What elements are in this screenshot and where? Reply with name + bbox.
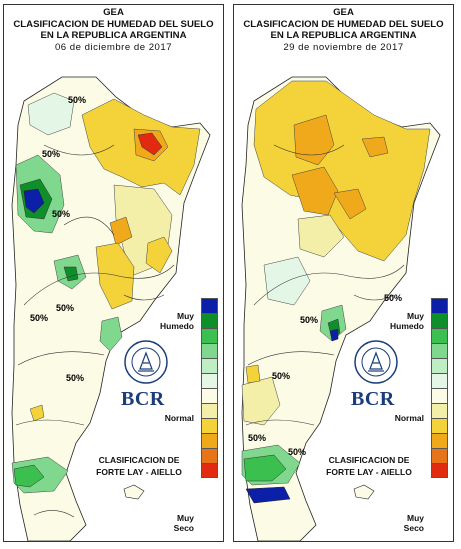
humid-region-buenos-aires bbox=[99, 316, 123, 352]
classification-method: CLASIFICACION DE FORTE LAY - AIELLO bbox=[326, 455, 412, 477]
dry-spot-patagonia bbox=[245, 364, 261, 384]
legend-swatch bbox=[431, 313, 448, 328]
legend-swatch bbox=[431, 328, 448, 343]
legend-color-scale bbox=[431, 298, 448, 478]
legend-swatch bbox=[201, 358, 218, 373]
contour-label: 50% bbox=[288, 447, 306, 457]
legend-swatch bbox=[201, 403, 218, 418]
org-label: GEA bbox=[333, 7, 354, 18]
malvinas-islands bbox=[353, 484, 375, 500]
legend-swatch bbox=[431, 358, 448, 373]
map-panel-dec-06: 50% 50% 50% 50% 50% 50% GEA CLASIFICACIO… bbox=[3, 4, 224, 542]
title-line-1: CLASIFICACION DE HUMEDAD DEL SUELO bbox=[13, 18, 214, 30]
dry-region-center bbox=[291, 166, 339, 216]
legend-swatch bbox=[201, 433, 218, 448]
legend-swatch bbox=[431, 298, 448, 313]
wet-region-cuyo bbox=[63, 266, 79, 282]
legend-swatch bbox=[201, 313, 218, 328]
map-header: GEA CLASIFICACION DE HUMEDAD DEL SUELO E… bbox=[4, 7, 223, 53]
very-wet-spot bbox=[329, 328, 339, 342]
very-dry-spot bbox=[137, 132, 163, 156]
wet-region-patagonia-south bbox=[243, 454, 287, 482]
legend-swatch bbox=[201, 298, 218, 313]
dry-region-west bbox=[293, 114, 335, 166]
dry-region-pampa bbox=[95, 242, 135, 310]
argentina-soil-moisture-map: 50% 50% 50% 50% 50% 50% bbox=[11, 76, 211, 541]
legend-label-muy-humedo: Muy Humedo bbox=[390, 311, 424, 331]
dry-spot-patagonia bbox=[29, 404, 45, 422]
dry-region-mesopotamia bbox=[333, 188, 367, 220]
legend-swatch bbox=[431, 463, 448, 478]
legend-swatch bbox=[201, 388, 218, 403]
map-date: 29 de noviembre de 2017 bbox=[283, 41, 404, 53]
contour-label: 50% bbox=[42, 149, 60, 159]
bcr-logo-text: BCR bbox=[351, 388, 395, 410]
legend-label-muy-seco: Muy Seco bbox=[173, 513, 194, 533]
legend-swatch bbox=[431, 433, 448, 448]
org-label: GEA bbox=[103, 7, 124, 18]
dry-region-mesopotamia bbox=[109, 216, 133, 246]
classification-method: CLASIFICACION DE FORTE LAY - AIELLO bbox=[96, 455, 182, 477]
legend-swatch bbox=[431, 418, 448, 433]
legend-swatch bbox=[201, 463, 218, 478]
legend-label-normal: Normal bbox=[164, 413, 194, 423]
dry-region-east bbox=[145, 236, 173, 274]
contour-label: 50% bbox=[30, 313, 48, 323]
contour-label: 50% bbox=[52, 209, 70, 219]
dry-region-chaco bbox=[361, 136, 389, 158]
legend-swatch bbox=[201, 328, 218, 343]
map-date: 06 de diciembre de 2017 bbox=[54, 41, 173, 53]
legend-color-scale bbox=[201, 298, 218, 478]
contour-label: 50% bbox=[300, 315, 318, 325]
contour-label: 50% bbox=[248, 433, 266, 443]
title-line-1: CLASIFICACION DE HUMEDAD DEL SUELO bbox=[243, 18, 444, 30]
map-panel-nov-29: 50% 50% 50% 50% 50% GEA CLASIFICACION DE… bbox=[233, 4, 454, 542]
legend-swatch bbox=[431, 448, 448, 463]
very-wet-region-south bbox=[245, 486, 291, 504]
contour-label: 50% bbox=[68, 95, 86, 105]
map-header: GEA CLASIFICACION DE HUMEDAD DEL SUELO E… bbox=[234, 7, 453, 53]
legend-swatch bbox=[431, 373, 448, 388]
contour-label: 50% bbox=[56, 303, 74, 313]
bcr-logo-text: BCR bbox=[121, 388, 165, 410]
legend-label-muy-humedo: Muy Humedo bbox=[160, 311, 194, 331]
bcr-seal-logo bbox=[354, 340, 398, 384]
legend-swatch bbox=[201, 448, 218, 463]
legend-label-muy-seco: Muy Seco bbox=[403, 513, 424, 533]
legend-swatch bbox=[201, 418, 218, 433]
bcr-seal-logo bbox=[124, 340, 168, 384]
dry-region-pampa bbox=[297, 214, 345, 258]
wet-region-patagonia-south bbox=[13, 464, 45, 488]
very-wet-spot bbox=[23, 188, 45, 214]
argentina-soil-moisture-map: 50% 50% 50% 50% 50% bbox=[241, 76, 441, 541]
legend-swatch bbox=[431, 388, 448, 403]
malvinas-islands bbox=[123, 484, 145, 500]
title-line-2: EN LA REPUBLICA ARGENTINA bbox=[270, 30, 417, 41]
legend-label-normal: Normal bbox=[394, 413, 424, 423]
legend-swatch bbox=[431, 343, 448, 358]
contour-label: 50% bbox=[66, 373, 84, 383]
humid-region-northwest bbox=[27, 92, 75, 136]
legend-swatch bbox=[201, 373, 218, 388]
legend-swatch bbox=[201, 343, 218, 358]
legend-swatch bbox=[431, 403, 448, 418]
contour-label: 50% bbox=[272, 371, 290, 381]
contour-label: 50% bbox=[384, 293, 402, 303]
dry-region-patagonia bbox=[241, 376, 281, 426]
title-line-2: EN LA REPUBLICA ARGENTINA bbox=[40, 30, 187, 41]
